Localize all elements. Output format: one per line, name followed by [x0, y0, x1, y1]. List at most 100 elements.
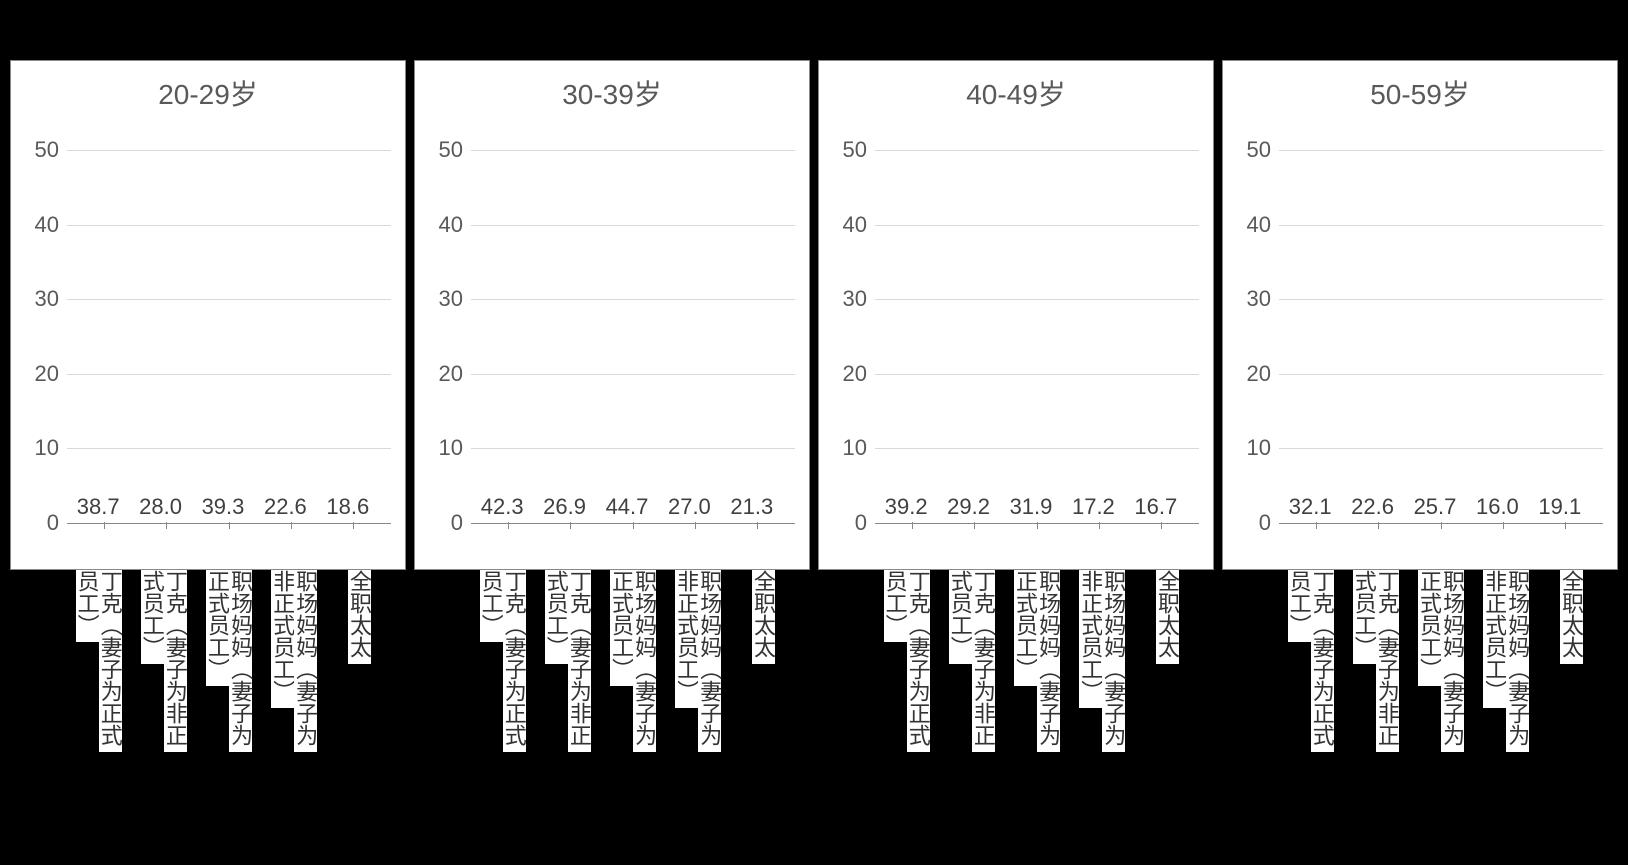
category-label-col: 丁克（妻子为非正 — [1376, 568, 1399, 752]
bar-value-label: 27.0 — [668, 494, 711, 523]
category-label-col: 正式员工） — [1418, 568, 1441, 686]
ytick-label: 30 — [827, 286, 867, 312]
category-label: 正式员工）职场妈妈（妻子为 — [1014, 568, 1060, 752]
category-label-col: 式员工） — [545, 568, 568, 664]
plot-area: 0102030405038.728.039.322.618.6 — [67, 113, 391, 523]
bar-value-label: 26.9 — [543, 494, 586, 523]
bar-value-label: 39.2 — [885, 494, 928, 523]
bar-value-label: 32.1 — [1289, 494, 1332, 523]
category-label-col: 非正式员工） — [675, 568, 698, 708]
bar-value-label: 44.7 — [606, 494, 649, 523]
ytick-label: 50 — [1231, 137, 1271, 163]
xtick-mark — [104, 522, 105, 529]
category-label-col: 丁克（妻子为正式 — [907, 568, 930, 752]
category-label: 式员工）丁克（妻子为非正 — [141, 568, 187, 752]
xtick-mark — [166, 522, 167, 529]
ytick-label: 30 — [1231, 286, 1271, 312]
xtick-mark — [974, 522, 975, 529]
panel-1: 30-39岁0102030405042.326.944.727.021.3 — [414, 60, 810, 570]
category-label-col: 全职太太 — [1156, 568, 1179, 664]
ytick-label: 0 — [19, 510, 59, 536]
category-label-col: 式员工） — [949, 568, 972, 664]
ytick-label: 10 — [423, 435, 463, 461]
category-label-col: 员工） — [884, 568, 907, 642]
bar-value-label: 16.0 — [1476, 494, 1519, 523]
bar-value-label: 29.2 — [947, 494, 990, 523]
panel-3: 50-59岁0102030405032.122.625.716.019.1 — [1222, 60, 1618, 570]
category-label-col: 员工） — [76, 568, 99, 642]
category-label: 非正式员工）职场妈妈（妻子为 — [1483, 568, 1529, 752]
ytick-label: 10 — [827, 435, 867, 461]
ytick-label: 10 — [1231, 435, 1271, 461]
category-label: 非正式员工）职场妈妈（妻子为 — [271, 568, 317, 752]
xtick-mark — [1037, 522, 1038, 529]
category-label: 式员工）丁克（妻子为非正 — [1353, 568, 1399, 752]
xtick-mark — [1503, 522, 1504, 529]
ytick-label: 10 — [19, 435, 59, 461]
ytick-label: 20 — [19, 361, 59, 387]
xtick-mark — [757, 522, 758, 529]
category-label-col: 职场妈妈（妻子为 — [1441, 568, 1464, 752]
category-label-col: 式员工） — [141, 568, 164, 664]
xlabels-group: 员工）丁克（妻子为正式式员工）丁克（妻子为非正正式员工）职场妈妈（妻子为非正式员… — [10, 568, 406, 752]
category-label-col: 职场妈妈（妻子为 — [1037, 568, 1060, 752]
category-label-col: 职场妈妈（妻子为 — [698, 568, 721, 752]
category-label-col: 员工） — [480, 568, 503, 642]
category-label-col: 丁克（妻子为非正 — [568, 568, 591, 752]
chart-panels: 20-29岁0102030405038.728.039.322.618.630-… — [0, 0, 1628, 570]
category-label: 式员工）丁克（妻子为非正 — [949, 568, 995, 752]
ytick-label: 0 — [827, 510, 867, 536]
category-label-col: 职场妈妈（妻子为 — [633, 568, 656, 752]
category-label-col: 丁克（妻子为正式 — [99, 568, 122, 752]
category-label-col: 职场妈妈（妻子为 — [1102, 568, 1125, 752]
ytick-label: 0 — [423, 510, 463, 536]
panel-title: 40-49岁 — [819, 73, 1213, 113]
ytick-label: 50 — [827, 137, 867, 163]
category-label-col: 正式员工） — [610, 568, 633, 686]
category-label-col: 全职太太 — [752, 568, 775, 664]
ytick-label: 30 — [19, 286, 59, 312]
category-label-col: 职场妈妈（妻子为 — [229, 568, 252, 752]
xtick-mark — [912, 522, 913, 529]
xtick-mark — [633, 522, 634, 529]
xtick-mark — [1565, 522, 1566, 529]
xtick-mark — [570, 522, 571, 529]
plot-area: 0102030405032.122.625.716.019.1 — [1279, 113, 1603, 523]
panel-2: 40-49岁0102030405039.229.231.917.216.7 — [818, 60, 1214, 570]
bar-value-label: 18.6 — [326, 494, 369, 523]
ytick-label: 50 — [19, 137, 59, 163]
category-label-col: 丁克（妻子为非正 — [164, 568, 187, 752]
bar-value-label: 22.6 — [264, 494, 307, 523]
bar-value-label: 21.3 — [730, 494, 773, 523]
xtick-mark — [291, 522, 292, 529]
panel-0: 20-29岁0102030405038.728.039.322.618.6 — [10, 60, 406, 570]
panel-title: 30-39岁 — [415, 73, 809, 113]
category-label-col: 丁克（妻子为正式 — [503, 568, 526, 752]
bar-value-label: 25.7 — [1414, 494, 1457, 523]
bar-value-label: 22.6 — [1351, 494, 1394, 523]
ytick-label: 20 — [423, 361, 463, 387]
category-label-col: 员工） — [1288, 568, 1311, 642]
bar-value-label: 42.3 — [481, 494, 524, 523]
category-label: 全职太太 — [1560, 568, 1583, 752]
ytick-label: 40 — [1231, 212, 1271, 238]
xtick-mark — [353, 522, 354, 529]
category-label: 非正式员工）职场妈妈（妻子为 — [675, 568, 721, 752]
category-label: 全职太太 — [1156, 568, 1179, 752]
category-label-col: 正式员工） — [1014, 568, 1037, 686]
ytick-label: 30 — [423, 286, 463, 312]
bar-value-label: 17.2 — [1072, 494, 1115, 523]
xlabels-group: 员工）丁克（妻子为正式式员工）丁克（妻子为非正正式员工）职场妈妈（妻子为非正式员… — [818, 568, 1214, 752]
bar-value-label: 31.9 — [1010, 494, 1053, 523]
bar-value-label: 39.3 — [202, 494, 245, 523]
category-label: 员工）丁克（妻子为正式 — [1288, 568, 1334, 752]
category-label: 员工）丁克（妻子为正式 — [76, 568, 122, 752]
category-label: 全职太太 — [752, 568, 775, 752]
xlabels-group: 员工）丁克（妻子为正式式员工）丁克（妻子为非正正式员工）职场妈妈（妻子为非正式员… — [1222, 568, 1618, 752]
category-label: 员工）丁克（妻子为正式 — [480, 568, 526, 752]
panel-title: 50-59岁 — [1223, 73, 1617, 113]
bar-value-label: 38.7 — [77, 494, 120, 523]
ytick-label: 40 — [827, 212, 867, 238]
ytick-label: 40 — [19, 212, 59, 238]
category-label-col: 丁克（妻子为正式 — [1311, 568, 1334, 752]
